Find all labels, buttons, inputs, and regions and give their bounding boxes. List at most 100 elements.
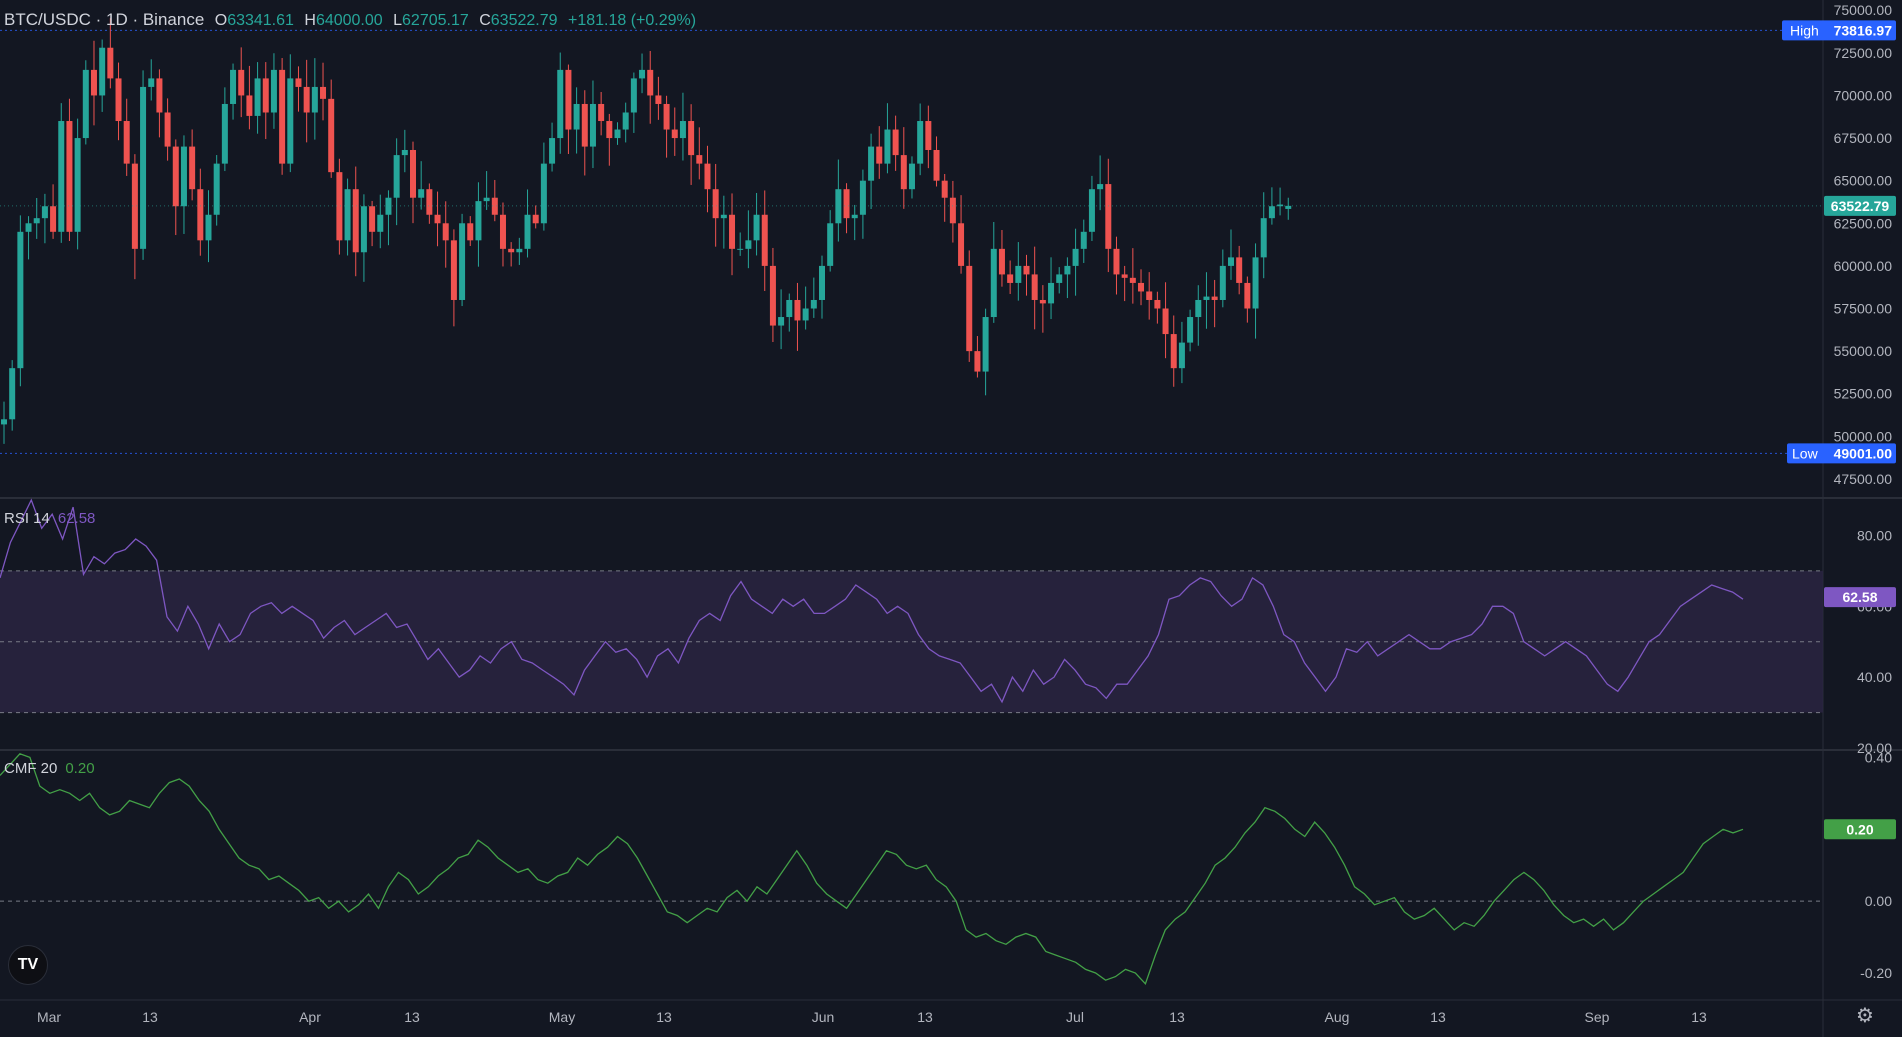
candle-body: [221, 103, 228, 164]
cmf-axis-tick: -0.20: [1860, 965, 1892, 981]
last-price-badge: [1824, 195, 1896, 216]
high-badge: [1782, 20, 1896, 41]
candle-body: [9, 368, 16, 420]
candle-body: [328, 98, 335, 173]
candle-body: [475, 201, 482, 241]
candle-body: [688, 121, 695, 156]
time-axis-label: 13: [1430, 1009, 1446, 1025]
tradingview-logo-icon[interactable]: TV: [8, 945, 48, 985]
low-badge-value: 49001.00: [1834, 445, 1893, 461]
time-axis-label: 13: [404, 1009, 420, 1025]
candle-body: [1097, 184, 1104, 190]
price-axis-tick: 67500.00: [1834, 130, 1893, 146]
candle-body: [606, 121, 613, 139]
price-axis-tick: 72500.00: [1834, 45, 1893, 61]
candle-body: [712, 189, 719, 219]
candle-body: [720, 214, 727, 219]
candle-body: [1072, 248, 1079, 266]
candle-body: [1252, 257, 1259, 309]
cmf-line: [0, 753, 1744, 986]
candle-body: [499, 214, 506, 249]
candle-body: [843, 189, 850, 219]
candle-body: [131, 163, 138, 249]
candle-body: [884, 129, 891, 164]
rsi-legend-value: 62.58: [57, 510, 96, 527]
gear-icon[interactable]: ⚙: [1854, 1005, 1876, 1027]
candle-body: [483, 197, 490, 202]
candle-body: [925, 121, 932, 150]
candle-body: [663, 103, 670, 130]
candle-body: [900, 155, 907, 190]
high-label: H: [304, 12, 316, 29]
candle-body: [941, 180, 948, 198]
candle-body: [189, 146, 196, 190]
candle-body: [949, 197, 956, 224]
candle-body: [1244, 282, 1251, 309]
logo-glyph: TV: [17, 956, 39, 973]
rsi-legend[interactable]: RSI 14 62.58: [4, 510, 95, 528]
candle-body: [107, 47, 114, 79]
cmf-legend[interactable]: CMF 20 0.20: [4, 760, 95, 778]
candle-body: [1015, 265, 1022, 283]
candle-body: [794, 299, 801, 321]
price-axis-tick: 57500.00: [1834, 301, 1893, 317]
candle-body: [598, 103, 605, 122]
rsi-axis-tick: 20.00: [1857, 740, 1892, 756]
change-value: +181.18 (+0.29%): [567, 12, 697, 29]
last-price-label: 63522.79: [1831, 198, 1890, 214]
cmf-value-badge: [1824, 819, 1896, 840]
candle-body: [1285, 205, 1292, 209]
candle-body: [410, 149, 416, 198]
candle-body: [1162, 308, 1169, 335]
low-badge-label: Low: [1792, 445, 1819, 461]
candle-body: [1146, 291, 1153, 300]
candle-body: [295, 78, 302, 87]
candle-body: [33, 218, 40, 224]
candle-body: [737, 248, 744, 250]
candle-body: [786, 299, 793, 318]
time-axis-label: Aug: [1325, 1009, 1350, 1025]
candle-body: [614, 129, 621, 139]
candle-body: [58, 121, 65, 232]
candle-body: [1105, 184, 1112, 249]
candle-body: [1056, 274, 1063, 283]
candle-body: [745, 240, 752, 249]
rsi-value-badge: [1824, 587, 1896, 608]
low-value: 62705.17: [402, 12, 469, 29]
candle-body: [524, 214, 531, 249]
candle-body: [778, 317, 785, 326]
symbol-title[interactable]: BTC/USDC · 1D · Binance: [4, 10, 205, 29]
rsi-legend-name: RSI 14: [4, 510, 50, 527]
rsi-line: [0, 498, 1744, 704]
candle-body: [164, 112, 171, 147]
candle-body: [769, 265, 776, 326]
rsi-axis-tick: 80.00: [1857, 527, 1892, 543]
candle-body: [540, 163, 547, 224]
candle-body: [230, 69, 237, 104]
time-axis-label: Jul: [1066, 1009, 1084, 1025]
candle-body: [933, 149, 940, 181]
candle-body: [1, 419, 7, 425]
candle-body: [1260, 218, 1267, 258]
candle-body: [966, 265, 973, 352]
candle-body: [761, 214, 768, 266]
cmf-value-label: 0.20: [1846, 821, 1873, 837]
symbol-legend: BTC/USDC · 1D · Binance O63341.61 H64000…: [4, 10, 696, 31]
low-label: L: [393, 12, 403, 29]
candle-body: [958, 223, 965, 266]
candle-body: [982, 317, 989, 372]
candle-body: [802, 308, 809, 321]
candle-body: [630, 78, 637, 113]
candle-body: [1170, 334, 1177, 369]
candle-body: [581, 103, 588, 147]
candle-body: [589, 103, 596, 147]
candle-body: [1236, 257, 1243, 283]
candle-body: [549, 138, 556, 164]
candle-body: [1228, 257, 1234, 266]
candle-body: [344, 189, 351, 241]
candle-body: [1203, 296, 1210, 300]
candle-body: [671, 129, 678, 139]
candle-body: [140, 86, 147, 249]
cmf-legend-name: CMF 20: [4, 760, 58, 777]
